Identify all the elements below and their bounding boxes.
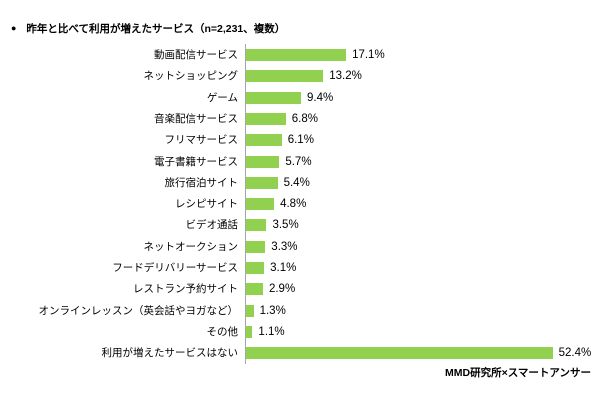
bar bbox=[246, 198, 275, 211]
bar bbox=[246, 134, 282, 147]
category-label: レシピサイト bbox=[175, 198, 238, 211]
value-label: 6.1% bbox=[288, 133, 314, 147]
value-number: 6.1 bbox=[287, 134, 304, 147]
bar bbox=[246, 91, 301, 104]
bar bbox=[246, 304, 254, 317]
value-label: 52.4% bbox=[559, 346, 592, 360]
value-label: 1.3% bbox=[260, 304, 286, 318]
value-suffix: % bbox=[287, 240, 298, 253]
value-number: 6.8 bbox=[291, 112, 308, 125]
value-suffix: % bbox=[351, 70, 362, 83]
bar bbox=[246, 176, 278, 189]
category-axis-line bbox=[245, 44, 246, 364]
bar bbox=[246, 240, 266, 253]
value-label: 5.7% bbox=[285, 155, 311, 169]
bar bbox=[246, 325, 253, 338]
bar bbox=[246, 112, 286, 125]
category-label: ネットショッピング bbox=[143, 70, 239, 83]
category-label: フードデリバリーサービス bbox=[112, 262, 238, 274]
value-suffix: % bbox=[307, 112, 319, 125]
value-number: 3.5 bbox=[272, 219, 289, 232]
value-number: 52.4 bbox=[558, 347, 582, 360]
category-label: 利用が増えたサービスはない bbox=[101, 347, 239, 360]
bar bbox=[246, 347, 553, 360]
value-suffix: % bbox=[301, 155, 312, 168]
bar bbox=[246, 219, 267, 232]
title-bullet: ● bbox=[11, 23, 17, 33]
bar bbox=[246, 283, 263, 296]
value-label: 3.3% bbox=[271, 240, 297, 254]
value-number: 9.4 bbox=[307, 91, 323, 104]
category-label: 音楽配信サービス bbox=[154, 112, 238, 125]
value-label: 3.1% bbox=[270, 261, 296, 275]
bar bbox=[246, 70, 324, 83]
bar bbox=[246, 155, 280, 168]
value-number: 3.3 bbox=[271, 240, 288, 253]
value-label: 9.4% bbox=[307, 91, 333, 105]
source-credit: MMD研究所×スマートアンサー bbox=[445, 367, 591, 379]
category-label: レストラン予約サイト bbox=[133, 283, 238, 296]
value-suffix: % bbox=[296, 198, 307, 211]
value-label: 2.9% bbox=[269, 282, 295, 296]
value-number: 4.8 bbox=[280, 198, 297, 211]
value-label: 5.4% bbox=[284, 176, 310, 190]
category-label: ネットオークション bbox=[143, 240, 239, 253]
category-label: ゲーム bbox=[206, 91, 238, 104]
value-suffix: % bbox=[275, 304, 286, 317]
value-number: 5.4 bbox=[283, 176, 300, 189]
value-label: 1.1% bbox=[258, 325, 284, 339]
value-suffix: % bbox=[299, 176, 310, 189]
value-suffix: % bbox=[581, 347, 592, 360]
bar bbox=[246, 49, 347, 61]
value-label: 13.2% bbox=[329, 69, 362, 83]
value-number: 2.9 bbox=[268, 283, 285, 296]
value-number: 13.2 bbox=[329, 70, 352, 83]
value-suffix: % bbox=[323, 91, 334, 104]
value-number: 3.1 bbox=[270, 262, 287, 274]
category-label: ビデオ通話 bbox=[185, 219, 239, 232]
value-number: 1.3 bbox=[259, 304, 276, 317]
value-label: 6.8% bbox=[292, 112, 318, 126]
category-label: 電子書籍サービス bbox=[154, 155, 238, 168]
value-label: 17.1% bbox=[352, 48, 385, 62]
chart-title: ● 昨年と比べて利用が増えたサービス（n=2,231、複数） bbox=[11, 20, 285, 37]
value-label: 3.5% bbox=[272, 218, 298, 232]
value-number: 5.7 bbox=[285, 155, 302, 168]
value-suffix: % bbox=[284, 283, 296, 296]
value-label: 4.8% bbox=[280, 197, 306, 211]
value-number: 1.1 bbox=[258, 325, 275, 338]
category-label: 動画配信サービス bbox=[154, 49, 238, 61]
value-suffix: % bbox=[303, 134, 314, 147]
category-label: その他 bbox=[206, 325, 239, 338]
value-suffix: % bbox=[288, 219, 299, 232]
category-label: オンラインレッスン（英会話やヨガなど） bbox=[38, 304, 239, 317]
value-suffix: % bbox=[286, 262, 297, 274]
value-suffix: % bbox=[374, 49, 385, 61]
value-suffix: % bbox=[274, 325, 285, 338]
chart-title-text: 昨年と比べて利用が増えたサービス（n=2,231、複数） bbox=[26, 23, 286, 35]
category-label: 旅行宿泊サイト bbox=[164, 176, 239, 189]
category-label: フリマサービス bbox=[164, 134, 239, 147]
value-number: 17.1 bbox=[352, 49, 375, 61]
bar bbox=[246, 262, 265, 274]
